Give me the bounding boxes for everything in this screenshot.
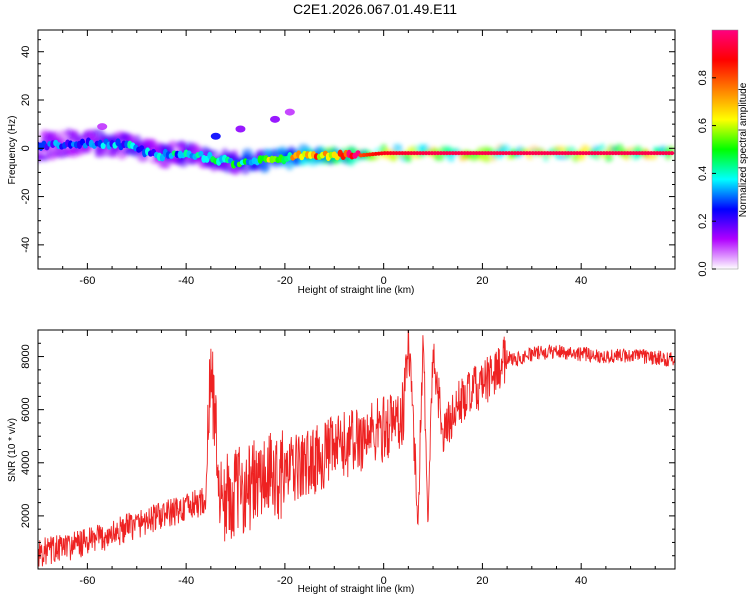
snr-x-tick-label: 20: [476, 575, 488, 587]
snr-y-ticks: 2000 4000 6000 8000: [20, 329, 675, 570]
colorbar-gradient: [711, 29, 739, 270]
spectrogram-y-ticks: -40 -20 0 20 40: [20, 39, 675, 270]
spectrogram-x-tick-label: 0: [381, 275, 387, 287]
spectrogram-halo-cell: [665, 146, 675, 152]
spectrogram-feature-blob: [97, 123, 108, 131]
colorbar-tick-label: 0.4: [697, 166, 709, 181]
spectrogram-x-tick-label: 20: [476, 275, 488, 287]
spectrogram-y-tick-label: 40: [20, 46, 32, 58]
colorbar-tick-label: 0.0: [697, 261, 709, 276]
spectrogram-y-tick-label: 0: [20, 145, 32, 151]
snr-x-tick-label: 40: [575, 575, 587, 587]
colorbar-ticks: 0.0 0.2 0.4 0.6 0.8: [697, 70, 716, 277]
spectrogram-x-tick-label: -40: [178, 275, 194, 287]
spectrogram-x-tick-label: -20: [277, 275, 293, 287]
spectrogram-marks-layer: [38, 108, 675, 169]
spectrogram-feature-blob: [235, 125, 246, 133]
spectrogram-y-tick-label: -20: [20, 189, 32, 205]
snr-y-tick-label: 6000: [20, 397, 32, 421]
spectrogram-feature-blob: [284, 108, 295, 116]
snr-x-tick-label: -20: [277, 575, 293, 587]
snr-y-tick-label: 2000: [20, 504, 32, 528]
colorbar-tick-label: 0.6: [697, 118, 709, 133]
spectrogram-y-tick-label: -40: [20, 237, 32, 253]
spectrogram-y-axis-label: Frequency (Hz): [7, 116, 18, 185]
colorbar: 0.0 0.2 0.4 0.6 0.8 Normalized spectral ampl…: [697, 29, 749, 277]
spectrogram-halo-cell: [648, 154, 657, 160]
colorbar-label: Normalized spectral amplitude: [738, 82, 749, 217]
snr-x-ticks: -60 -40 -20 0 20 40: [37, 330, 656, 587]
snr-y-axis-label: SNR (10 * v/v): [7, 418, 18, 482]
snr-y-tick-label: 4000: [20, 451, 32, 475]
chart-title: C2E1.2026.067.01.49.E11: [293, 1, 457, 17]
snr-series-line: [38, 330, 675, 567]
colorbar-tick-label: 0.2: [697, 214, 709, 229]
spectrogram-x-ticks: -60 -40 -20 0 20 40: [37, 30, 656, 287]
spectrogram-panel: -60 -40 -20 0 20 40 -40 -20 0 20 40 Height of str…: [7, 29, 676, 296]
snr-y-tick-label: 8000: [20, 344, 32, 368]
spectrogram-feature-blob: [210, 132, 221, 140]
colorbar-tick-label: 0.8: [697, 70, 709, 85]
spectrogram-halo-cell: [259, 162, 270, 174]
spectrogram-feature-blob: [270, 115, 281, 123]
spectrogram-ridge-cell: [669, 151, 675, 156]
spectrogram-x-tick-label: 40: [575, 275, 587, 287]
spectrogram-halo-cell: [433, 154, 445, 161]
snr-plot-area: [38, 330, 675, 569]
spectrogram-halo-cell: [71, 130, 80, 139]
spectrogram-halo-cell: [241, 148, 254, 159]
spectrogram-halo-cell: [147, 139, 157, 147]
spectrogram-ridge-cell: [198, 150, 204, 157]
spectrogram-y-tick-label: 20: [20, 94, 32, 106]
spectrogram-ridge-cell: [100, 142, 106, 150]
spectrogram-x-tick-label: -60: [79, 275, 95, 287]
spectrogram-frame: [37, 29, 676, 270]
snr-x-tick-label: -40: [178, 575, 194, 587]
snr-x-tick-label: -60: [79, 575, 95, 587]
spectrogram-halo-cell: [483, 152, 492, 163]
spectrogram-halo-cell: [137, 154, 149, 163]
spectrogram-x-axis-label: Height of straight line (km): [298, 285, 415, 296]
snr-panel: -60 -40 -20 0 20 40 2000 4000 6000 8000 Height o…: [7, 329, 676, 595]
snr-x-tick-label: 0: [381, 575, 387, 587]
snr-x-axis-label: Height of straight line (km): [298, 584, 415, 595]
